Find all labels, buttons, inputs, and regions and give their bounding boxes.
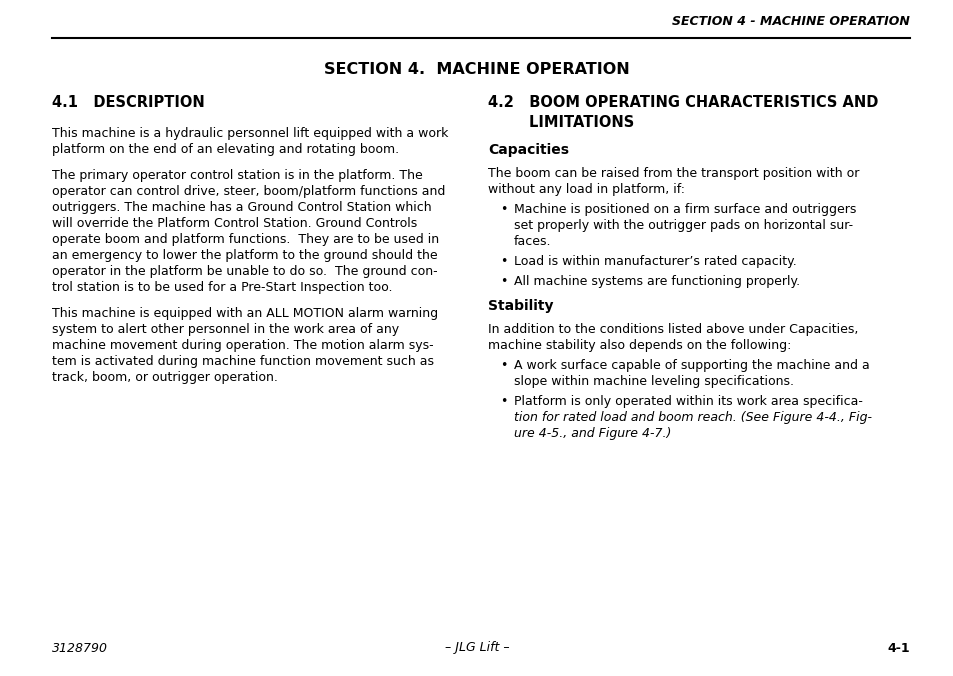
Text: •: • [499, 359, 507, 372]
Text: •: • [499, 395, 507, 408]
Text: 4-1: 4-1 [886, 642, 909, 654]
Text: Stability: Stability [488, 299, 553, 313]
Text: platform on the end of an elevating and rotating boom.: platform on the end of an elevating and … [52, 143, 398, 156]
Text: 4.1   DESCRIPTION: 4.1 DESCRIPTION [52, 95, 205, 110]
Text: tion for rated load and boom reach. (See Figure 4-4., Fig-: tion for rated load and boom reach. (See… [514, 411, 871, 424]
Text: This machine is equipped with an ALL MOTION alarm warning: This machine is equipped with an ALL MOT… [52, 307, 437, 320]
Text: ure 4-5., and Figure 4-7.): ure 4-5., and Figure 4-7.) [514, 427, 671, 440]
Text: •: • [499, 275, 507, 288]
Text: 4.2   BOOM OPERATING CHARACTERISTICS AND: 4.2 BOOM OPERATING CHARACTERISTICS AND [488, 95, 878, 110]
Text: system to alert other personnel in the work area of any: system to alert other personnel in the w… [52, 323, 398, 336]
Text: – JLG Lift –: – JLG Lift – [444, 642, 509, 654]
Text: machine stability also depends on the following:: machine stability also depends on the fo… [488, 339, 791, 352]
Text: an emergency to lower the platform to the ground should the: an emergency to lower the platform to th… [52, 249, 437, 262]
Text: A work surface capable of supporting the machine and a: A work surface capable of supporting the… [514, 359, 869, 372]
Text: Capacities: Capacities [488, 143, 568, 157]
Text: SECTION 4.  MACHINE OPERATION: SECTION 4. MACHINE OPERATION [324, 62, 629, 77]
Text: 3128790: 3128790 [52, 642, 108, 654]
Text: machine movement during operation. The motion alarm sys-: machine movement during operation. The m… [52, 339, 434, 352]
Text: faces.: faces. [514, 235, 551, 248]
Text: operate boom and platform functions.  They are to be used in: operate boom and platform functions. The… [52, 233, 438, 246]
Text: •: • [499, 255, 507, 268]
Text: The boom can be raised from the transport position with or: The boom can be raised from the transpor… [488, 167, 859, 180]
Text: trol station is to be used for a Pre-Start Inspection too.: trol station is to be used for a Pre-Sta… [52, 281, 392, 294]
Text: without any load in platform, if:: without any load in platform, if: [488, 183, 684, 196]
Text: LIMITATIONS: LIMITATIONS [488, 115, 634, 130]
Text: This machine is a hydraulic personnel lift equipped with a work: This machine is a hydraulic personnel li… [52, 127, 448, 140]
Text: track, boom, or outrigger operation.: track, boom, or outrigger operation. [52, 371, 277, 384]
Text: SECTION 4 - MACHINE OPERATION: SECTION 4 - MACHINE OPERATION [672, 15, 909, 28]
Text: In addition to the conditions listed above under Capacities,: In addition to the conditions listed abo… [488, 323, 858, 336]
Text: tem is activated during machine function movement such as: tem is activated during machine function… [52, 355, 434, 368]
Text: Machine is positioned on a firm surface and outriggers: Machine is positioned on a firm surface … [514, 203, 856, 216]
Text: The primary operator control station is in the platform. The: The primary operator control station is … [52, 169, 422, 182]
Text: set properly with the outrigger pads on horizontal sur-: set properly with the outrigger pads on … [514, 219, 852, 232]
Text: operator in the platform be unable to do so.  The ground con-: operator in the platform be unable to do… [52, 265, 437, 278]
Text: Platform is only operated within its work area specifica-: Platform is only operated within its wor… [514, 395, 862, 408]
Text: Load is within manufacturer’s rated capacity.: Load is within manufacturer’s rated capa… [514, 255, 796, 268]
Text: outriggers. The machine has a Ground Control Station which: outriggers. The machine has a Ground Con… [52, 201, 431, 214]
Text: slope within machine leveling specifications.: slope within machine leveling specificat… [514, 375, 793, 388]
Text: operator can control drive, steer, boom/platform functions and: operator can control drive, steer, boom/… [52, 185, 445, 198]
Text: •: • [499, 203, 507, 216]
Text: will override the Platform Control Station. Ground Controls: will override the Platform Control Stati… [52, 217, 416, 230]
Text: All machine systems are functioning properly.: All machine systems are functioning prop… [514, 275, 800, 288]
